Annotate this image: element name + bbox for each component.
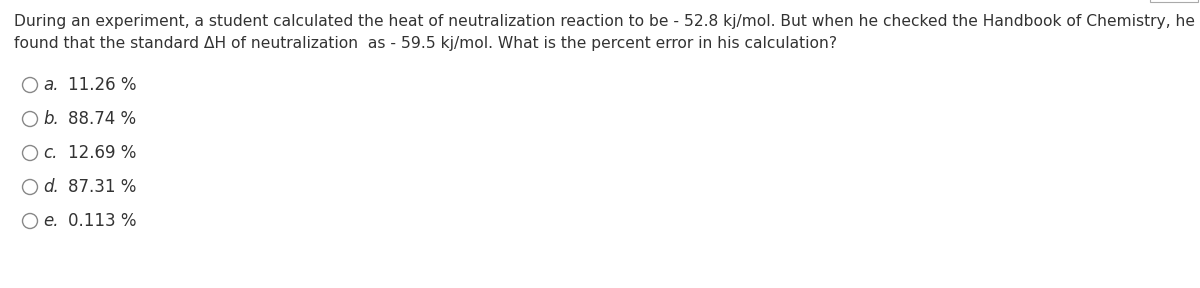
Text: 88.74 %: 88.74 % [68, 110, 136, 128]
Text: 11.26 %: 11.26 % [68, 76, 137, 94]
Text: found that the standard ΔH of neutralization  as - 59.5 kj/mol. What is the perc: found that the standard ΔH of neutraliza… [14, 36, 838, 51]
Text: 0.113 %: 0.113 % [68, 212, 137, 230]
Text: 12.69 %: 12.69 % [68, 144, 137, 162]
Text: a.: a. [43, 76, 59, 94]
Text: d.: d. [43, 178, 59, 196]
Text: During an experiment, a student calculated the heat of neutralization reaction t: During an experiment, a student calculat… [14, 14, 1195, 29]
Text: 87.31 %: 87.31 % [68, 178, 137, 196]
FancyBboxPatch shape [1150, 0, 1198, 2]
Text: e.: e. [43, 212, 59, 230]
Text: c.: c. [43, 144, 58, 162]
Text: b.: b. [43, 110, 59, 128]
